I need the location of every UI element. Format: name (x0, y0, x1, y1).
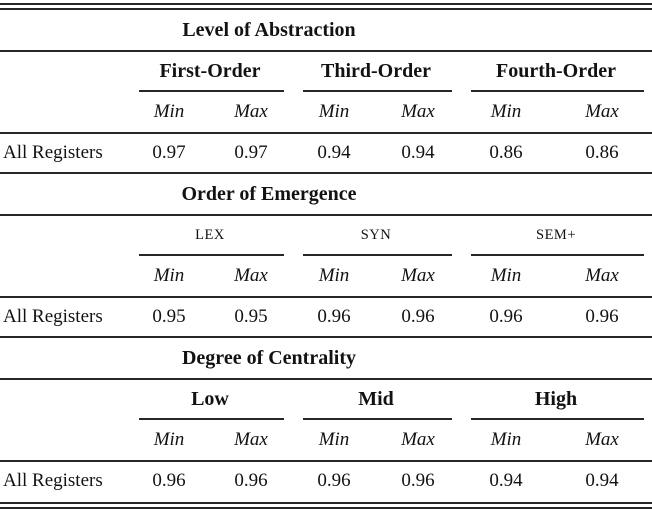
section-title: Level of Abstraction (182, 18, 356, 41)
minmax-header: Min (153, 101, 185, 122)
group-underline (471, 90, 644, 92)
spacer-cell (0, 256, 128, 296)
horizontal-rule (0, 378, 652, 380)
horizontal-rule (0, 336, 652, 338)
minmax-header: Max (585, 265, 619, 286)
row-label: All Registers (3, 142, 103, 163)
value-cell: 0.95 (152, 306, 186, 327)
section-3-minmax-row: Min Max Min Max Min Max (0, 420, 652, 460)
group-header: Third-Order (321, 59, 431, 82)
value-cell: 0.86 (585, 142, 619, 163)
section-3-group-header-row: Low Mid High (0, 380, 652, 418)
group-header: Mid (358, 387, 394, 410)
section-title: Degree of Centrality (181, 346, 356, 369)
value-cell: 0.96 (152, 470, 186, 491)
horizontal-rule (0, 460, 652, 462)
minmax-header: Max (585, 429, 619, 450)
value-cell: 0.94 (489, 470, 523, 491)
group-underline (471, 254, 644, 256)
value-cell: 0.86 (489, 142, 523, 163)
group-header: Low (191, 387, 229, 410)
value-cell: 0.96 (489, 306, 523, 327)
section-1-title-row: Level of Abstraction (0, 10, 652, 50)
group-header: SEM+ (536, 226, 576, 243)
value-cell: 0.97 (152, 142, 186, 163)
section-2-minmax-row: Min Max Min Max Min Max (0, 256, 652, 296)
group-header: LEX (195, 226, 225, 243)
section-3-data-row: All Registers 0.96 0.96 0.96 0.96 0.94 0… (0, 462, 652, 500)
section-2-group-header-row: LEX SYN SEM+ (0, 216, 652, 254)
row-label: All Registers (3, 306, 103, 327)
group-underline (139, 418, 284, 420)
minmax-header: Max (234, 265, 268, 286)
group-underline (471, 418, 644, 420)
group-header: First-Order (159, 59, 261, 82)
group-header: High (534, 387, 578, 410)
horizontal-rule (0, 50, 652, 52)
group-underline (139, 254, 284, 256)
minmax-header: Min (318, 429, 350, 450)
group-underline (303, 418, 452, 420)
minmax-header: Max (401, 265, 435, 286)
row-label: All Registers (3, 470, 103, 491)
value-cell: 0.96 (401, 470, 435, 491)
spacer-cell (0, 92, 128, 132)
section-2-data-row: All Registers 0.95 0.95 0.96 0.96 0.96 0… (0, 298, 652, 336)
horizontal-rule (0, 132, 652, 134)
minmax-header: Min (318, 101, 350, 122)
value-cell: 0.96 (317, 470, 351, 491)
spacer-cell (0, 216, 128, 254)
section-2-title-row: Order of Emergence (0, 174, 652, 214)
minmax-header: Max (234, 101, 268, 122)
section-title: Order of Emergence (181, 182, 357, 205)
minmax-header: Min (490, 101, 522, 122)
group-underline (303, 90, 452, 92)
value-cell: 0.94 (317, 142, 351, 163)
horizontal-rule (0, 296, 652, 298)
minmax-header: Min (490, 429, 522, 450)
section-3-title-row: Degree of Centrality (0, 338, 652, 378)
section-1-group-header-row: First-Order Third-Order Fourth-Order (0, 52, 652, 90)
double-rule (0, 2, 652, 10)
group-underline (303, 254, 452, 256)
spacer-cell (0, 52, 128, 90)
horizontal-rule (0, 214, 652, 216)
minmax-header: Max (401, 429, 435, 450)
minmax-header: Min (490, 265, 522, 286)
top-double-rule-row (0, 1, 652, 10)
value-cell: 0.95 (234, 306, 268, 327)
minmax-header: Max (585, 101, 619, 122)
value-cell: 0.96 (401, 306, 435, 327)
spacer-cell (0, 380, 128, 418)
section-1-minmax-row: Min Max Min Max Min Max (0, 92, 652, 132)
group-header: SYN (360, 226, 392, 243)
value-cell: 0.96 (234, 470, 268, 491)
minmax-header: Max (234, 429, 268, 450)
minmax-header: Max (401, 101, 435, 122)
value-cell: 0.94 (401, 142, 435, 163)
minmax-header: Min (153, 265, 185, 286)
minmax-header: Min (153, 429, 185, 450)
results-table: Level of Abstraction First-Order Third-O… (0, 1, 652, 509)
section-1-data-row: All Registers 0.97 0.97 0.94 0.94 0.86 0… (0, 134, 652, 172)
minmax-header: Min (318, 265, 350, 286)
bottom-double-rule-row (0, 500, 652, 509)
group-header: Fourth-Order (496, 59, 616, 82)
horizontal-rule (0, 172, 652, 174)
value-cell: 0.96 (317, 306, 351, 327)
value-cell: 0.94 (585, 470, 619, 491)
group-underline (139, 90, 284, 92)
value-cell: 0.97 (234, 142, 268, 163)
double-rule (0, 501, 652, 509)
value-cell: 0.96 (585, 306, 619, 327)
spacer-cell (0, 420, 128, 460)
